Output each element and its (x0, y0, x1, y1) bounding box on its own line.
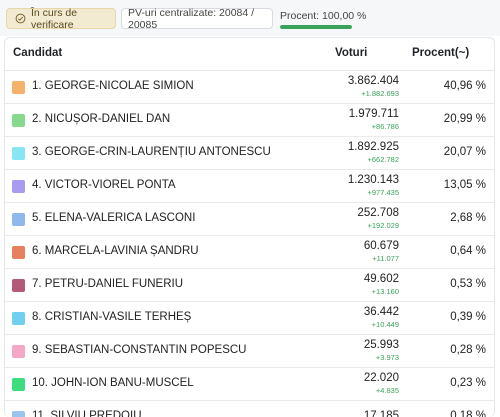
vote-percent: 20,07 % (443, 146, 486, 158)
candidate-name: 11. SILVIU PREDOIU (32, 410, 142, 417)
pv-counter-label: PV-uri centralizate: 20084 / 20085 (128, 6, 255, 31)
vote-percent: 0,39 % (450, 311, 486, 323)
table-body: 1. GEORGE-NICOLAE SIMION 3.862.404 +1.882.… (5, 71, 494, 417)
vote-count: 1.979.711 (348, 108, 399, 120)
vote-delta: +3.973 (375, 353, 399, 362)
vote-delta: +11.077 (372, 254, 399, 263)
candidate-name: 3. GEORGE-CRIN-LAURENȚIU ANTONESCU (32, 146, 271, 158)
verification-icon (15, 13, 26, 24)
vote-count: 22.020 (363, 372, 399, 384)
table-row[interactable]: 9. SEBASTIAN-CONSTANTIN POPESCU 25.993 +3.… (5, 335, 494, 368)
table-row[interactable]: 5. ELENA-VALERICA LASCONI 252.708 +192.029… (5, 203, 494, 236)
vote-count: 60.679 (363, 240, 399, 252)
candidate-name: 7. PETRU-DANIEL FUNERIU (32, 278, 184, 290)
table-row[interactable]: 7. PETRU-DANIEL FUNERIU 49.602 +13.160 0,53… (5, 269, 494, 302)
percent-label: Procent: 100,00 % (280, 10, 367, 22)
candidate-name: 6. MARCELA-LAVINIA ȘANDRU (32, 245, 199, 257)
vote-count: 1.892.925 (347, 141, 399, 153)
candidate-color-swatch (12, 147, 25, 160)
table-row[interactable]: 4. VICTOR-VIOREL PONTA 1.230.143 +977.435 1… (5, 170, 494, 203)
percent-progress: Procent: 100,00 % (277, 6, 366, 31)
candidate-color-swatch (12, 378, 25, 391)
vote-percent: 0,18 % (450, 410, 486, 417)
table-row[interactable]: 8. CRISTIAN-VASILE TERHEȘ 36.442 +10.449 0,… (5, 302, 494, 335)
verification-status-button[interactable]: În curs de verificare (6, 6, 116, 31)
vote-count: 252.708 (357, 207, 399, 219)
vote-delta: +86.786 (371, 122, 399, 131)
header-percent[interactable]: Procent(~) (412, 47, 470, 59)
candidate-color-swatch (12, 180, 25, 193)
vote-delta: +192.029 (367, 221, 400, 230)
candidate-color-swatch (12, 411, 25, 417)
candidate-name: 8. CRISTIAN-VASILE TERHEȘ (32, 311, 192, 323)
vote-percent: 20,99 % (443, 113, 486, 125)
vote-delta: +662.782 (367, 155, 400, 164)
header-candidate[interactable]: Candidat (13, 47, 63, 59)
candidate-color-swatch (12, 246, 25, 259)
vote-count: 49.602 (363, 273, 399, 285)
vote-delta: +13.160 (371, 287, 399, 296)
vote-count: 3.862.404 (347, 75, 399, 87)
progress-track (280, 25, 352, 29)
vote-count: 1.230.143 (347, 174, 399, 186)
table-row[interactable]: 10. JOHN-ION BANU-MUSCEL 22.020 +4.835 0,23… (5, 368, 494, 401)
table-row[interactable]: 11. SILVIU PREDOIU 17.185 0,18 % (5, 401, 494, 417)
candidate-name: 4. VICTOR-VIOREL PONTA (32, 179, 176, 191)
table-row[interactable]: 1. GEORGE-NICOLAE SIMION 3.862.404 +1.882.… (5, 71, 494, 104)
candidate-color-swatch (12, 312, 25, 325)
candidate-color-swatch (12, 213, 25, 226)
vote-count: 17.185 (363, 410, 399, 417)
pv-counter-badge: PV-uri centralizate: 20084 / 20085 (121, 6, 273, 31)
vote-percent: 0,64 % (450, 245, 486, 257)
table-row[interactable]: 2. NICUȘOR-DANIEL DAN 1.979.711 +86.786 20,… (5, 104, 494, 137)
table-header: Candidat Voturi Procent(~) (5, 38, 494, 71)
results-table: Candidat Voturi Procent(~) 1. GEORGE-NIC… (4, 37, 495, 417)
vote-percent: 2,68 % (450, 212, 486, 224)
header-votes[interactable]: Voturi (335, 47, 368, 59)
vote-percent: 40,96 % (443, 80, 486, 92)
candidate-color-swatch (12, 345, 25, 358)
vote-delta: +1.882.693 (361, 89, 399, 98)
vote-delta: +4.835 (375, 386, 399, 395)
vote-count: 25.993 (363, 339, 399, 351)
progress-fill (280, 25, 352, 29)
candidate-name: 2. NICUȘOR-DANIEL DAN (32, 113, 171, 125)
verification-status-label: În curs de verificare (31, 6, 78, 31)
candidate-color-swatch (12, 114, 25, 127)
candidate-color-swatch (12, 81, 25, 94)
vote-percent: 0,28 % (450, 344, 486, 356)
candidate-name: 10. JOHN-ION BANU-MUSCEL (32, 377, 194, 389)
vote-percent: 0,53 % (450, 278, 486, 290)
vote-percent: 13,05 % (443, 179, 486, 191)
candidate-name: 9. SEBASTIAN-CONSTANTIN POPESCU (32, 344, 247, 356)
vote-count: 36.442 (363, 306, 399, 318)
vote-percent: 0,23 % (450, 377, 486, 389)
toolbar: În curs de verificare PV-uri centralizat… (0, 0, 500, 36)
vote-delta: +977.435 (367, 188, 400, 197)
vote-delta: +10.449 (371, 320, 399, 329)
candidate-name: 5. ELENA-VALERICA LASCONI (32, 212, 196, 224)
table-row[interactable]: 6. MARCELA-LAVINIA ȘANDRU 60.679 +11.077 0,… (5, 236, 494, 269)
candidate-name: 1. GEORGE-NICOLAE SIMION (32, 80, 194, 92)
candidate-color-swatch (12, 279, 25, 292)
table-row[interactable]: 3. GEORGE-CRIN-LAURENȚIU ANTONESCU 1.892.… (5, 137, 494, 170)
